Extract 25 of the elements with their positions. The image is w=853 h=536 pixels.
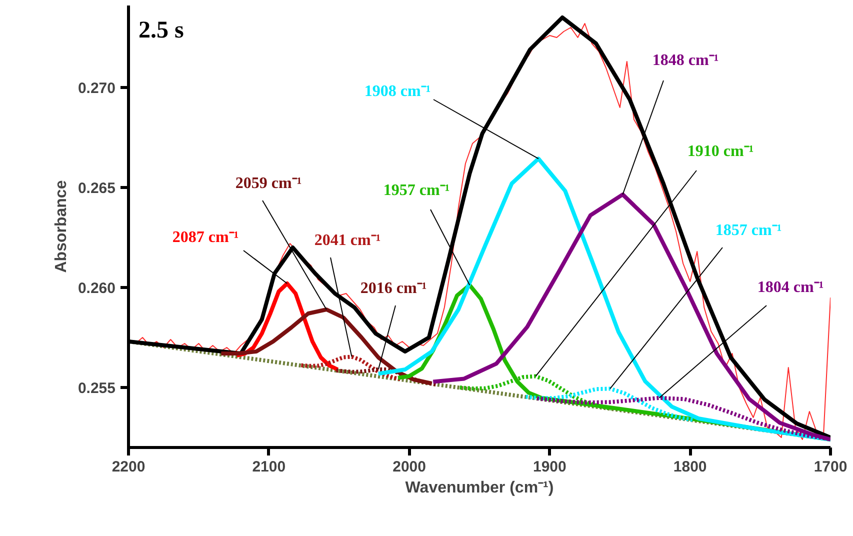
text: 2087 cm⁻¹: [172, 229, 239, 246]
line-series: [458, 374, 614, 411]
y-axis-title: Absorbance: [52, 180, 70, 273]
x-tick-label: 2100: [252, 458, 286, 476]
text: 1910 cm⁻¹: [687, 143, 754, 160]
x-tick-label: 1700: [814, 458, 848, 476]
text: 2016 cm⁻¹: [360, 280, 427, 297]
text: 1857 cm⁻¹: [715, 222, 782, 239]
x-tick-label: 1800: [673, 458, 707, 476]
y-tick-label: 0.270: [78, 80, 116, 97]
text: 2059 cm⁻¹: [235, 175, 302, 192]
line-series: [219, 308, 434, 386]
x-tick-label: 2000: [392, 458, 426, 476]
text: 2041 cm⁻¹: [314, 232, 381, 249]
text: 1957 cm⁻¹: [383, 182, 450, 199]
x-axis-title: Wavenumber (cm⁻¹): [405, 480, 554, 496]
text: 2.5 s: [138, 18, 184, 44]
text: 1804 cm⁻¹: [757, 279, 824, 296]
y-tick-label: 0.255: [78, 380, 116, 397]
text: 1848 cm⁻¹: [652, 52, 719, 69]
text: 1908 cm⁻¹: [364, 83, 431, 100]
y-tick-label: 0.265: [78, 180, 116, 197]
y-tick-label: 0.260: [78, 280, 116, 297]
x-tick-label: 2200: [112, 458, 146, 476]
x-tick-label: 1900: [533, 458, 566, 476]
